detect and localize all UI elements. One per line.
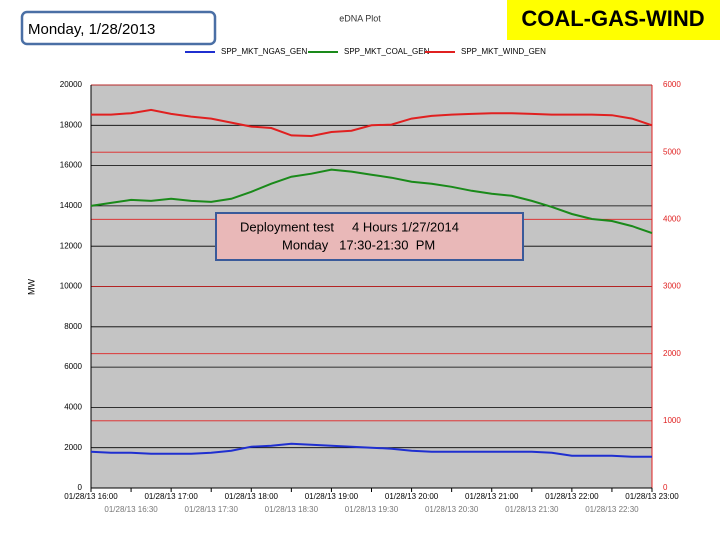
y-tick-label: 4000	[64, 403, 82, 412]
annotation: Deployment test 4 Hours 1/27/2014	[240, 219, 459, 234]
x-tick-label: 01/28/13 17:00	[144, 492, 198, 501]
slide-title-box	[20, 10, 217, 46]
y2-tick-label: 3000	[663, 282, 681, 291]
y-tick-label: 18000	[60, 120, 83, 129]
banner-box	[507, 0, 720, 40]
plot: 0200040006000800010000120001400016000180…	[60, 80, 682, 514]
y2-tick-label: 0	[663, 483, 668, 492]
x-tick-label: 01/28/13 20:00	[385, 492, 439, 501]
legend-label: SPP_MKT_NGAS_GEN	[221, 47, 307, 56]
series-line	[91, 108, 653, 138]
x-tick-label: 01/28/13 17:30	[185, 505, 239, 514]
y2-tick-label: 4000	[663, 214, 681, 223]
x-tick-label: 01/28/13 16:30	[104, 505, 158, 514]
y2-tick-label: 2000	[663, 349, 681, 358]
x-tick-label: 01/28/13 21:30	[505, 505, 559, 514]
x-tick-label: 01/28/13 22:30	[585, 505, 639, 514]
y-tick-label: 6000	[64, 362, 82, 371]
x-tick-label: 01/28/13 16:00	[64, 492, 118, 501]
annotation: Monday 17:30-21:30 PM	[282, 237, 435, 252]
banner: COAL-GAS-WIND	[521, 6, 704, 31]
y2-tick-label: 5000	[663, 147, 681, 156]
y-axis-label: MW	[26, 279, 36, 295]
chart-title: eDNA Plot	[339, 13, 381, 23]
x-tick-label: 01/28/13 19:00	[305, 492, 359, 501]
y-tick-label: 0	[78, 483, 83, 492]
y-tick-label: 8000	[64, 322, 82, 331]
x-tick-label: 01/28/13 19:30	[345, 505, 399, 514]
legend-label: SPP_MKT_COAL_GEN	[344, 47, 430, 56]
annotation-box	[215, 212, 524, 261]
x-tick-label: 01/28/13 18:30	[265, 505, 319, 514]
series-line	[90, 168, 653, 235]
y-tick-label: 12000	[60, 241, 83, 250]
x-tick-label: 01/28/13 20:30	[425, 505, 479, 514]
y-tick-label: 14000	[60, 201, 83, 210]
x-tick-label: 01/28/13 23:00	[625, 492, 679, 501]
legend-label: SPP_MKT_WIND_GEN	[461, 47, 546, 56]
y-tick-label: 10000	[60, 282, 83, 291]
x-tick-label: 01/28/13 18:00	[225, 492, 279, 501]
y2-tick-label: 1000	[663, 416, 681, 425]
series-line	[90, 442, 652, 458]
slide-title: Monday, 1/28/2013	[28, 21, 155, 38]
y-tick-label: 2000	[64, 443, 82, 452]
y-tick-label: 20000	[60, 80, 83, 89]
y-tick-label: 16000	[60, 161, 83, 170]
x-tick-label: 01/28/13 21:00	[465, 492, 519, 501]
y2-tick-label: 6000	[663, 80, 681, 89]
x-tick-label: 01/28/13 22:00	[545, 492, 599, 501]
